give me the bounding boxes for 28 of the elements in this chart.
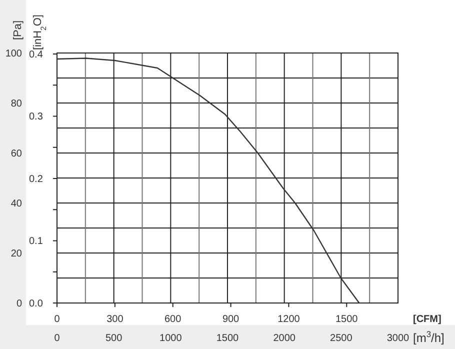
y-tick-label: 40 — [10, 198, 22, 210]
y-tick-label: 0 — [16, 298, 22, 310]
y-axis-title: [Pa] — [12, 20, 24, 40]
x-tick-label: 900 — [222, 314, 240, 325]
x2-tick-label: 500 — [105, 333, 123, 344]
y-tick-label: 100 — [5, 48, 22, 60]
y-tick-label: 60 — [10, 148, 22, 160]
line-series — [56, 58, 360, 304]
y-tick-label: 20 — [10, 248, 22, 260]
x2-tick-label: 1000 — [160, 333, 182, 344]
x-tick-label: 0 — [54, 314, 60, 325]
y-tick-label: 80 — [10, 98, 22, 110]
x-tick-label: 1500 — [336, 314, 358, 325]
x-tick-label: 1200 — [278, 314, 300, 325]
y2-tick-label: 0.0 — [29, 298, 44, 310]
y2-tick-label: 0.1 — [29, 236, 44, 248]
x2-tick-label: 3000 — [386, 333, 410, 344]
x2-tick-label: 1500 — [216, 333, 240, 344]
x2-tick-label: 0 — [54, 333, 60, 344]
x2-axis-title: [m$^{3}$/h] — [413, 329, 444, 345]
y2-tick-label: 0.3 — [29, 112, 44, 123]
x-axis-title: [CFM] — [413, 314, 442, 325]
y2-tick-label: 0.2 — [29, 174, 44, 185]
x2-tick-label: 2500 — [330, 333, 353, 344]
y2-tick-label: 0.4 — [29, 49, 44, 60]
x2-tick-label: 2000 — [273, 333, 296, 344]
x-tick-label: 300 — [106, 314, 124, 325]
x-tick-label: 600 — [164, 314, 182, 325]
